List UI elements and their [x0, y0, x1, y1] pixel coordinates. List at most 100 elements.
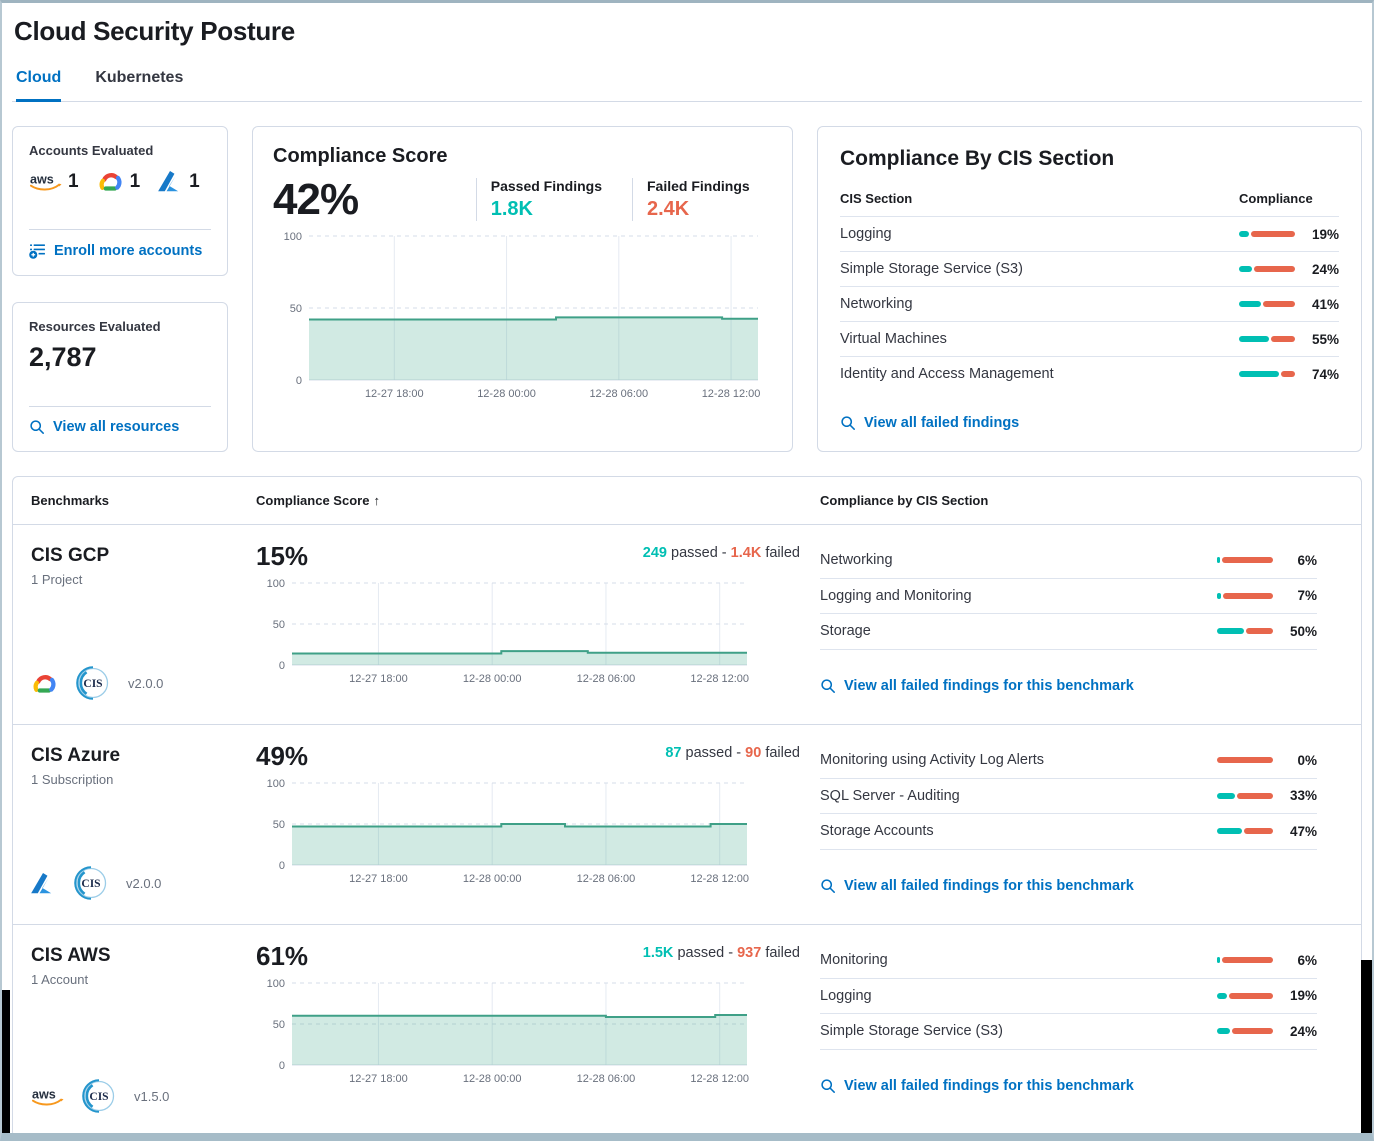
cis-table-header: CIS Section Compliance: [840, 191, 1339, 216]
failed-findings-label: Failed Findings: [647, 178, 750, 194]
search-icon: [820, 1078, 836, 1094]
compliance-percent: 47%: [1289, 823, 1317, 839]
svg-text:CIS: CIS: [89, 1091, 108, 1103]
cis-section-row: Networking 41%: [840, 286, 1339, 321]
azure-icon: [158, 171, 183, 192]
section-name: Simple Storage Service (S3): [820, 1023, 1003, 1040]
passed-findings-label: Passed Findings: [490, 178, 602, 194]
compliance-percent: 6%: [1297, 552, 1317, 568]
benchmark-version: v2.0.0: [128, 675, 164, 691]
view-failed-findings-benchmark-link[interactable]: View all failed findings for this benchm…: [820, 1066, 1317, 1094]
cis-logo-icon: CIS: [80, 1077, 118, 1115]
cis-section-row: Virtual Machines 55%: [840, 321, 1339, 356]
compliance-percent: 41%: [1311, 296, 1339, 312]
resources-evaluated-card: Resources Evaluated 2,787 View all resou…: [12, 302, 228, 452]
compliance-percent: 50%: [1289, 623, 1317, 639]
compliance-percent: 0%: [1297, 752, 1317, 768]
cis-section-name: Networking: [840, 296, 913, 312]
compliance-percent: 55%: [1311, 331, 1339, 347]
compliance-percent: 7%: [1297, 588, 1317, 604]
compliance-minibar: [1239, 371, 1295, 377]
azure-icon: [31, 872, 56, 894]
view-all-resources-label: View all resources: [53, 419, 180, 435]
svg-text:12-28 00:00: 12-28 00:00: [463, 873, 522, 885]
benchmark-score: 15%: [256, 541, 309, 571]
benchmark-subtitle: 1 Subscription: [31, 772, 114, 787]
compliance-percent: 6%: [1297, 952, 1317, 968]
svg-text:50: 50: [273, 619, 285, 631]
search-icon: [29, 419, 45, 435]
compliance-percent: 24%: [1289, 1023, 1317, 1039]
view-failed-findings-benchmark-link[interactable]: View all failed findings for this benchm…: [820, 666, 1317, 694]
section-name: Storage Accounts: [820, 823, 934, 840]
benchmark-row-cis-gcp: CIS GCP 1 Project CIS v2.0.0 15% 249 pas…: [13, 525, 1361, 725]
svg-text:50: 50: [290, 303, 302, 315]
benchmark-row-cis-aws: CIS AWS 1 Account aws CIS v1.5.0 61% 1.5…: [13, 925, 1361, 1137]
svg-text:100: 100: [267, 778, 285, 790]
svg-text:12-28 06:00: 12-28 06:00: [577, 1073, 636, 1085]
svg-text:CIS: CIS: [83, 678, 102, 690]
desktop-background-left: [2, 990, 10, 1133]
resources-count: 2,787: [29, 342, 97, 372]
svg-text:12-28 00:00: 12-28 00:00: [463, 1073, 522, 1085]
svg-text:0: 0: [279, 660, 285, 672]
section-row: Logging and Monitoring 7%: [820, 579, 1317, 614]
section-row: Logging 19%: [820, 979, 1317, 1014]
benchmarks-table-header: Benchmarks Compliance Score ↑ Compliance …: [13, 477, 1361, 525]
gcp-account-count: 1: [97, 170, 141, 193]
view-all-resources-link[interactable]: View all resources: [29, 407, 211, 435]
failed-findings-stat: Failed Findings 2.4K: [632, 178, 750, 221]
benchmark-trend-chart: 0 50 100 12-27 18:00 12-28 00:00 12-28 06:00 1…: [256, 977, 761, 1087]
cis-sections-column-header: Compliance by CIS Section: [820, 493, 989, 508]
passed-findings-value: 1.8K: [490, 198, 533, 220]
section-name: Networking: [820, 552, 893, 569]
svg-text:CIS: CIS: [81, 878, 100, 890]
svg-text:12-27 18:00: 12-27 18:00: [349, 1073, 408, 1085]
svg-text:100: 100: [284, 231, 302, 243]
page-title: Cloud Security Posture: [14, 16, 295, 46]
gcp-count-value: 1: [129, 170, 141, 192]
svg-text:100: 100: [267, 978, 285, 990]
cis-section-row: Logging 19%: [840, 216, 1339, 251]
svg-text:50: 50: [273, 819, 285, 831]
section-row: Storage Accounts 47%: [820, 814, 1317, 850]
svg-text:0: 0: [279, 1060, 285, 1072]
section-name: Monitoring using Activity Log Alerts: [820, 752, 1045, 769]
tab-kubernetes[interactable]: Kubernetes: [95, 69, 184, 86]
svg-text:aws: aws: [30, 172, 54, 186]
cis-logo-icon: CIS: [74, 664, 112, 702]
tab-cloud[interactable]: Cloud: [16, 69, 62, 102]
compliance-score-column-header[interactable]: Compliance Score ↑: [256, 493, 380, 508]
summary-section: Accounts Evaluated aws 1 1 1: [12, 126, 1362, 452]
enroll-more-accounts-link[interactable]: Enroll more accounts: [29, 230, 211, 259]
svg-text:aws: aws: [32, 1087, 56, 1101]
view-failed-findings-benchmark-link[interactable]: View all failed findings for this benchm…: [820, 866, 1317, 894]
compliance-minibar: [1239, 301, 1295, 307]
compliance-column-header: Compliance: [1239, 191, 1313, 206]
aws-icon: aws: [29, 171, 62, 192]
benchmark-subtitle: 1 Project: [31, 572, 83, 587]
compliance-percent: 19%: [1289, 988, 1317, 1004]
card-divider: [29, 406, 211, 407]
cis-section-name: Logging: [840, 226, 892, 242]
compliance-score-summary: 42% Passed Findings 1.8K Failed Findings…: [273, 178, 772, 222]
benchmark-subtitle: 1 Account: [31, 972, 89, 987]
summary-left-column: Accounts Evaluated aws 1 1 1: [12, 126, 228, 452]
compliance-minibar: [1239, 231, 1295, 237]
passed-findings-stat: Passed Findings 1.8K: [475, 178, 602, 221]
section-name: Logging and Monitoring: [820, 587, 972, 604]
view-all-failed-findings-link[interactable]: View all failed findings: [840, 403, 1339, 431]
section-name: Logging: [820, 987, 872, 1004]
section-row: Monitoring using Activity Log Alerts 0%: [820, 743, 1317, 779]
compliance-minibar: [1217, 992, 1273, 999]
benchmark-name: CIS AWS: [31, 945, 111, 966]
svg-text:100: 100: [267, 578, 285, 590]
cis-section-column-header: CIS Section: [840, 191, 913, 206]
aws-count-value: 1: [68, 170, 79, 192]
resources-evaluated-title: Resources Evaluated: [29, 319, 161, 334]
svg-text:50: 50: [273, 1019, 285, 1031]
compliance-score-title: Compliance Score: [273, 145, 448, 167]
compliance-minibar: [1239, 266, 1295, 272]
svg-text:12-27 18:00: 12-27 18:00: [349, 673, 408, 685]
